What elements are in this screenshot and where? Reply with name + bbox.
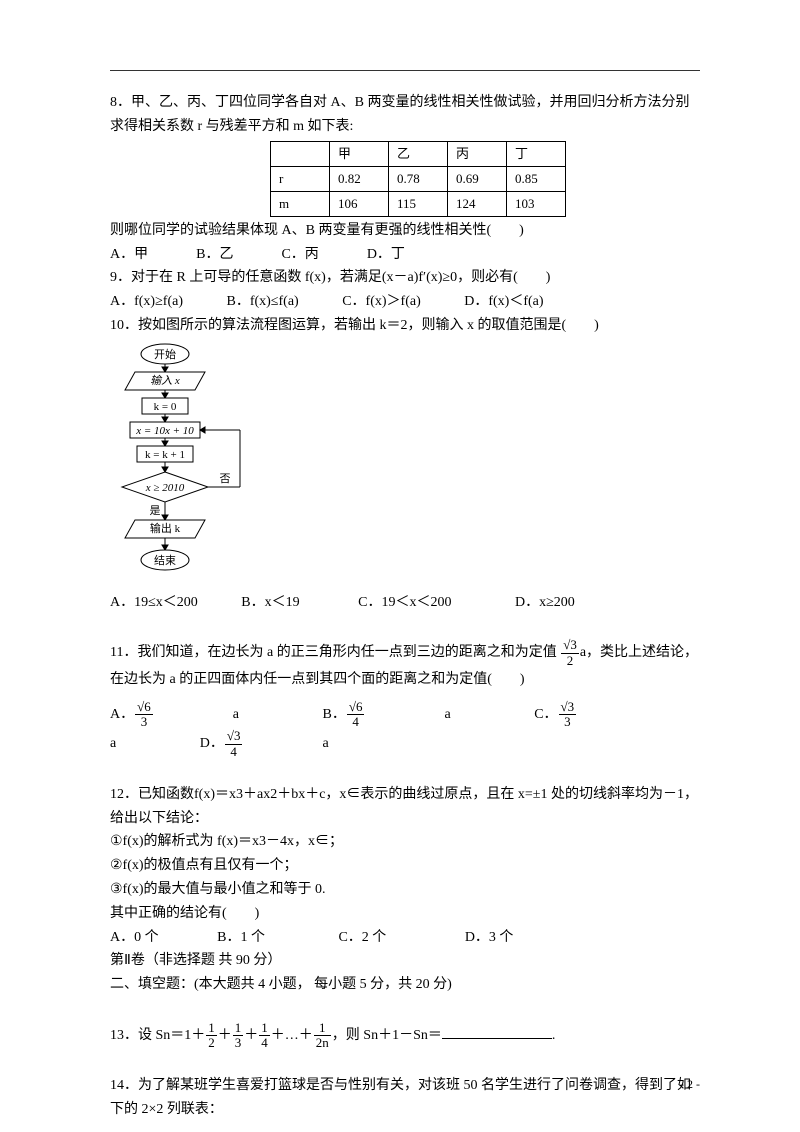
q14: 14．为了解某班学生喜爱打篮球是否与性别有关，对该班 50 名学生进行了问卷调查… (110, 1074, 700, 1122)
part2-title: 第Ⅱ卷（非选择题 共 90 分） (110, 949, 700, 973)
q8-stem2: 则哪位同学的试验结果体现 A、B 两变量有更强的线性相关性( ) (110, 219, 700, 243)
q8-opt-b: B．乙 (196, 243, 233, 267)
q11: 11．我们知道，在边长为 a 的正三角形内任一点到三边的距离之和为定值 √3 2… (110, 638, 700, 759)
q13-lead: 13．设 Sn＝1＋ (110, 1028, 205, 1043)
q14-stem: 14．为了解某班学生喜爱打篮球是否与性别有关，对该班 50 名学生进行了问卷调查… (110, 1074, 700, 1122)
q12-ask: 其中正确的结论有( ) (110, 902, 700, 926)
page-number: - 2 - (680, 1077, 700, 1092)
q12-c1: ①f(x)的解析式为 f(x)＝x3－4x，x∈； (110, 830, 700, 854)
svg-text:否: 否 (220, 473, 231, 485)
svg-text:x = 10x + 10: x = 10x + 10 (135, 425, 194, 437)
table-row: 甲 乙 丙 丁 (271, 141, 566, 166)
q9-options: A．f(x)≥f(a) B．f(x)≤f(a) C．f(x)＞f(a) D．f(… (110, 290, 700, 314)
q12-options: A．0 个 B．1 个 C．2 个 D．3 个 (110, 926, 700, 950)
q13: 13．设 Sn＝1＋12＋13＋14＋…＋12n，则 Sn＋1－Sn＝. (110, 1021, 700, 1051)
table-row: r 0.82 0.78 0.69 0.85 (271, 166, 566, 191)
q10-options: A．19≤x＜200 B．x＜19 C．19＜x＜200 D．x≥200 (110, 591, 700, 615)
q12-stem: 12．已知函数f(x)＝x3＋ax2＋bx＋c，x∈表示的曲线过原点，且在 x=… (110, 783, 700, 831)
svg-text:x ≥ 2010: x ≥ 2010 (145, 482, 185, 494)
q10-opt-b: B．x＜19 (241, 595, 299, 610)
q12-opt-b: B．1 个 (217, 930, 265, 945)
q9: 9．对于在 R 上可导的任意函数 f(x)，若满足(x－a)f′(x)≥0，则必… (110, 266, 700, 314)
q13-blank (442, 1038, 552, 1039)
q11-opt-d: D．√34a (200, 736, 369, 751)
svg-text:是: 是 (150, 504, 161, 517)
q8-opt-a: A．甲 (110, 243, 148, 267)
q10: 10．按如图所示的算法流程图运算，若输出 k＝2，则输入 x 的取值范围是( )… (110, 314, 700, 615)
svg-text:输入 x: 输入 x (150, 374, 180, 387)
q12-opt-c: C．2 个 (338, 930, 386, 945)
q9-opt-d: D．f(x)＜f(a) (464, 294, 543, 309)
top-rule (110, 70, 700, 71)
part2-sub: 二、填空题：(本大题共 4 小题， 每小题 5 分，共 20 分) (110, 973, 700, 997)
q12-opt-a: A．0 个 (110, 930, 159, 945)
q11-stem1: 11．我们知道，在边长为 a 的正三角形内任一点到三边的距离之和为定值 (110, 645, 557, 660)
q12-opt-d: D．3 个 (465, 930, 514, 945)
q12-c3: ③f(x)的最大值与最小值之和等于 0. (110, 878, 700, 902)
q10-flowchart: 开始 输入 x k = 0 x = 10x + 10 k (110, 338, 240, 591)
q11-opt-a: A．√63a (110, 707, 279, 722)
q11-options: A．√63a B．√64a C．√33a D．√34a (110, 700, 700, 759)
svg-text:开始: 开始 (154, 347, 176, 361)
q11-opt-b: B．√64a (322, 707, 490, 722)
svg-text:k = 0: k = 0 (154, 401, 177, 413)
q8-opt-c: C．丙 (281, 243, 318, 267)
q12-c2: ②f(x)的极值点有且仅有一个； (110, 854, 700, 878)
q8-opt-d: D．丁 (367, 243, 405, 267)
q9-opt-a: A．f(x)≥f(a) (110, 294, 183, 309)
svg-text:输出 k: 输出 k (150, 521, 181, 535)
q8-stem1: 8．甲、乙、丙、丁四位同学各自对 A、B 两变量的线性相关性做试验，并用回归分析… (110, 91, 700, 139)
q9-stem: 9．对于在 R 上可导的任意函数 f(x)，若满足(x－a)f′(x)≥0，则必… (110, 266, 700, 290)
q8-table: 甲 乙 丙 丁 r 0.82 0.78 0.69 0.85 m 106 115 … (270, 141, 566, 217)
q9-opt-c: C．f(x)＞f(a) (342, 294, 421, 309)
q10-opt-c: C．19＜x＜200 (358, 595, 451, 610)
q11-frac: √3 2 (561, 638, 579, 668)
q10-opt-d: D．x≥200 (515, 595, 575, 610)
page-content: 8．甲、乙、丙、丁四位同学各自对 A、B 两变量的线性相关性做试验，并用回归分析… (0, 0, 800, 1122)
q8: 8．甲、乙、丙、丁四位同学各自对 A、B 两变量的线性相关性做试验，并用回归分析… (110, 91, 700, 266)
svg-text:结束: 结束 (154, 554, 176, 567)
q10-opt-a: A．19≤x＜200 (110, 595, 198, 610)
q8-options: A．甲 B．乙 C．丙 D．丁 (110, 243, 700, 267)
q10-stem: 10．按如图所示的算法流程图运算，若输出 k＝2，则输入 x 的取值范围是( ) (110, 314, 700, 338)
q12: 12．已知函数f(x)＝x3＋ax2＋bx＋c，x∈表示的曲线过原点，且在 x=… (110, 783, 700, 950)
svg-text:k = k + 1: k = k + 1 (145, 449, 185, 461)
table-row: m 106 115 124 103 (271, 191, 566, 216)
q9-opt-b: B．f(x)≤f(a) (226, 294, 298, 309)
